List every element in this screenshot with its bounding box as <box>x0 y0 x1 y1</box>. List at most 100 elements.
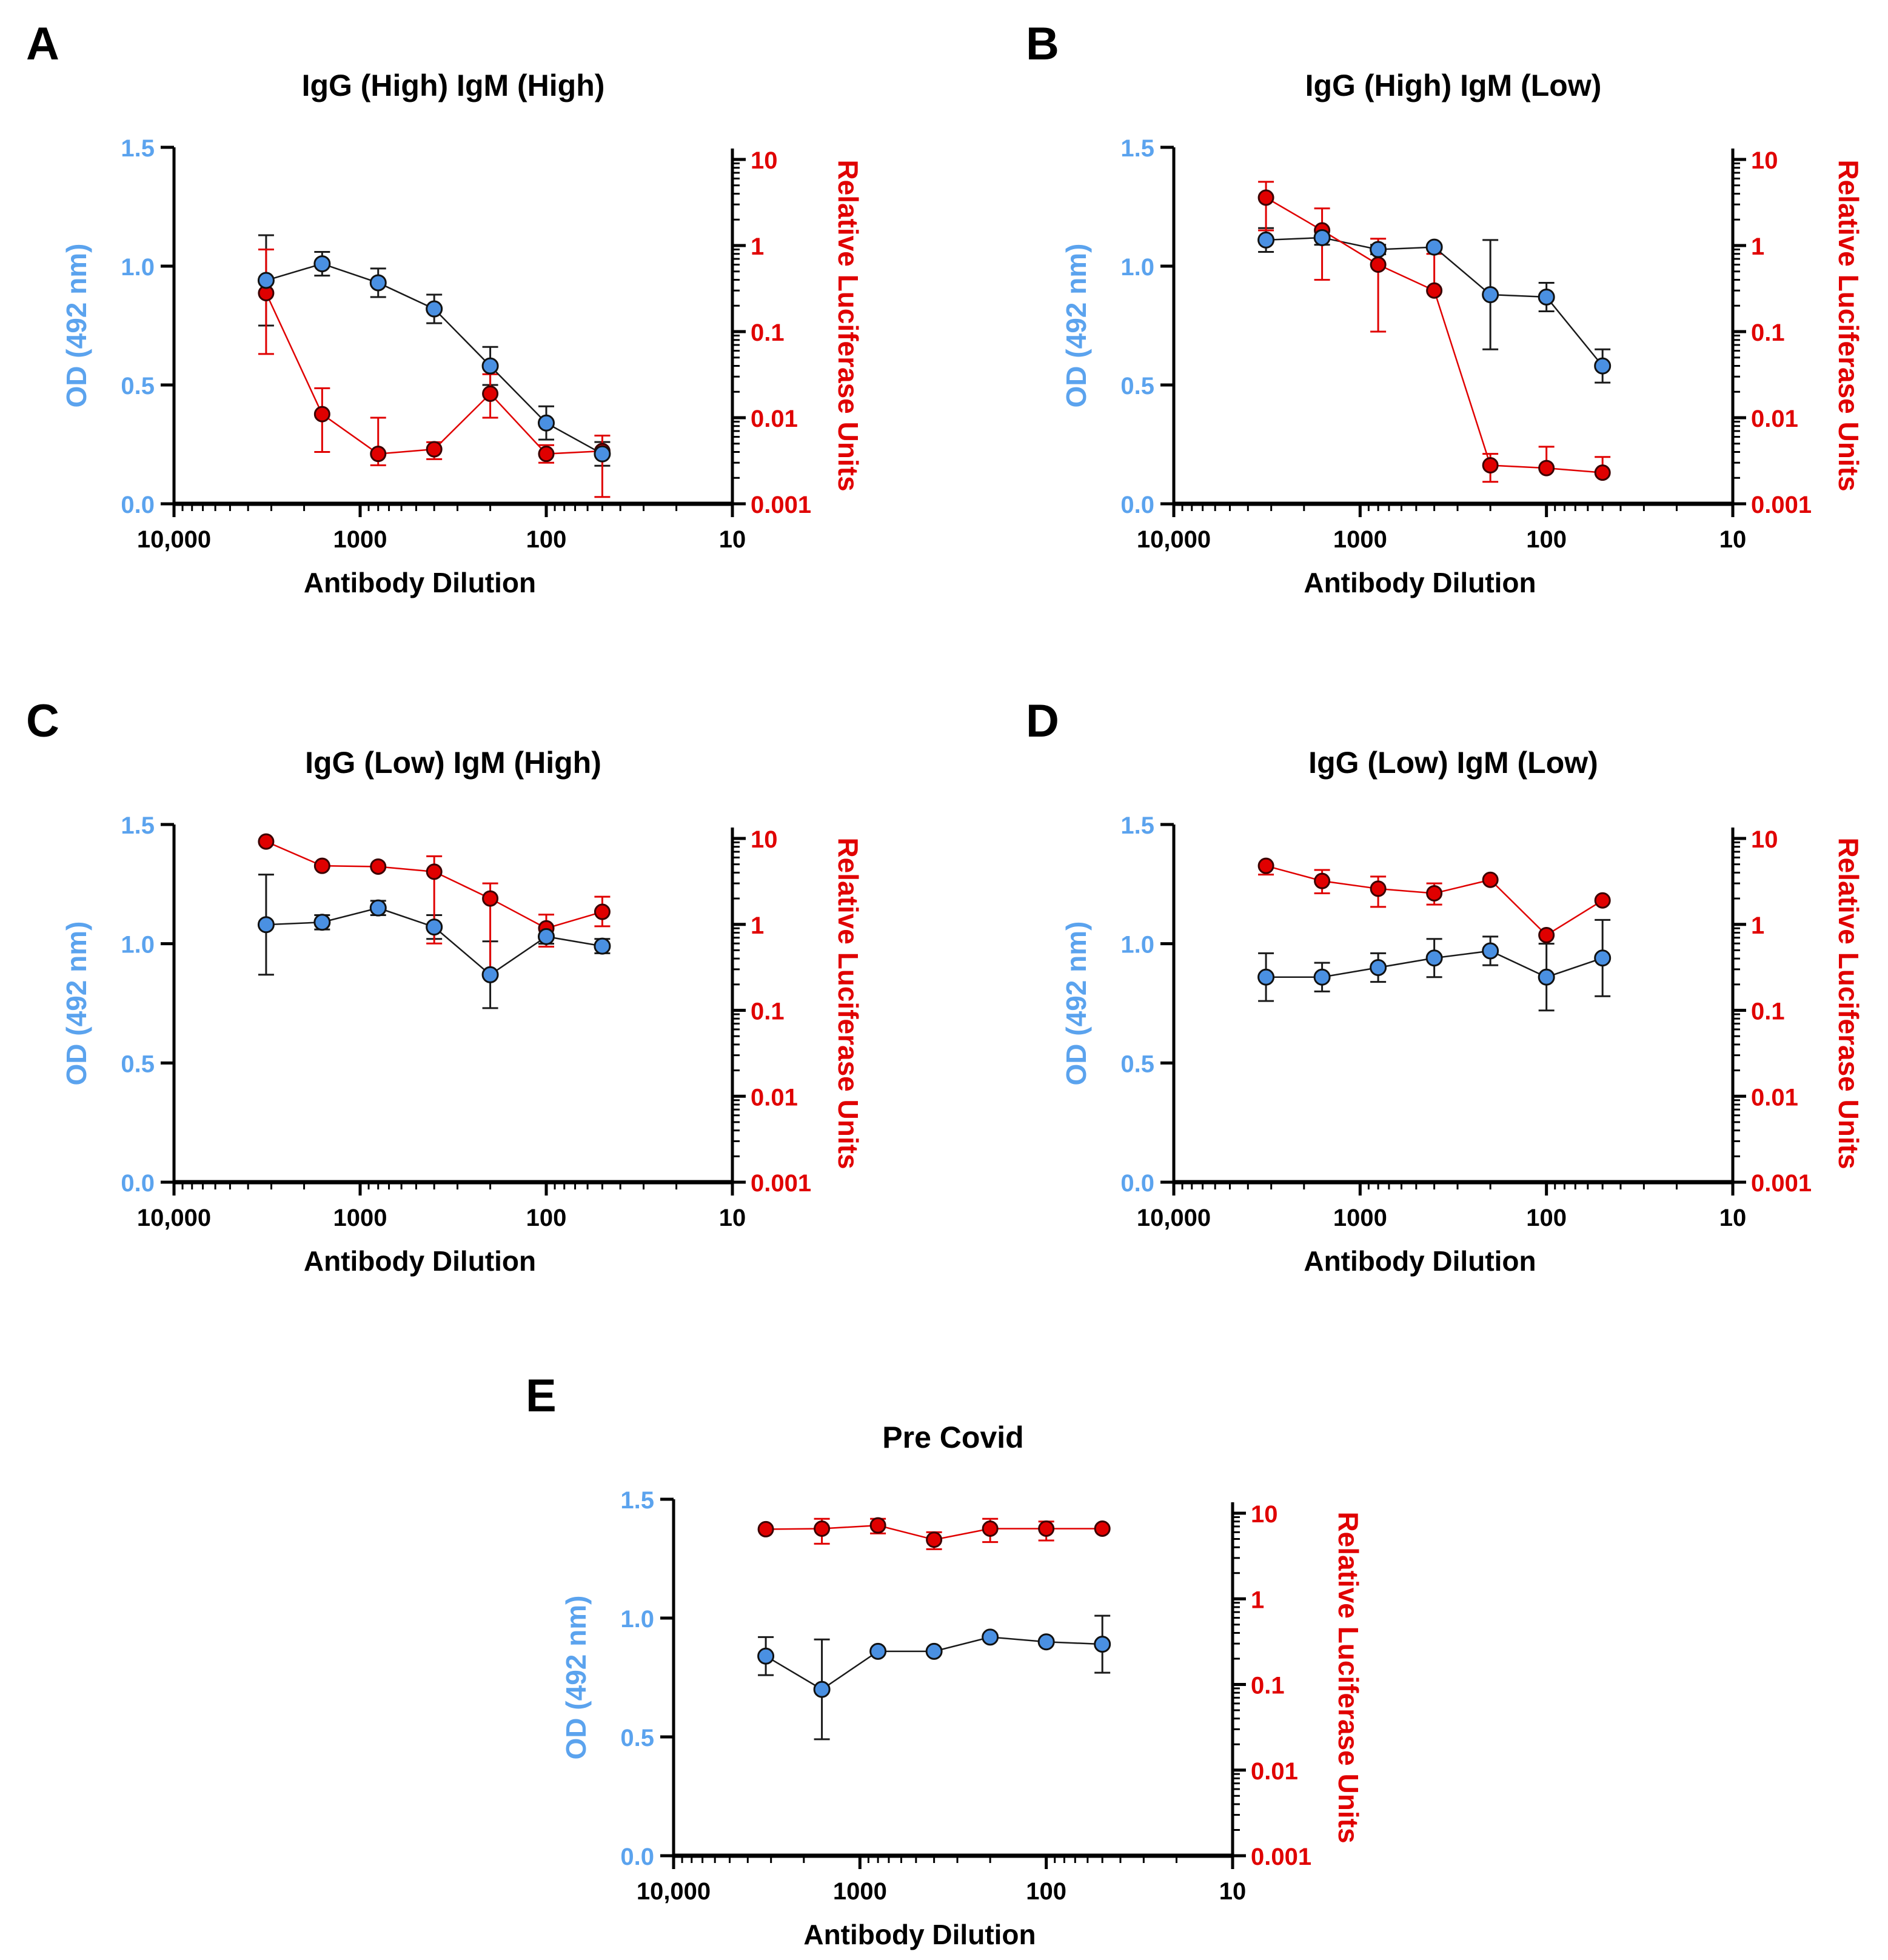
od-point <box>1094 1636 1111 1653</box>
y2-tick-label: 10 <box>1751 147 1778 174</box>
x-tick-label: 10,000 <box>137 1205 211 1231</box>
od-point <box>369 274 387 292</box>
x-tick-label: 10 <box>1719 526 1747 553</box>
od-point <box>1313 968 1331 986</box>
od-point <box>1370 241 1387 258</box>
y2-axis-label: Relative Luciferase Units <box>1833 159 1864 491</box>
od-point <box>594 445 611 463</box>
luciferase-point <box>1594 464 1611 481</box>
luciferase-point <box>814 1520 831 1537</box>
y-tick-label: 1.5 <box>1120 812 1154 839</box>
od-point <box>257 916 275 934</box>
y2-tick-label: 0.01 <box>1251 1758 1298 1785</box>
y2-tick-label: 0.1 <box>751 319 785 346</box>
luciferase-point <box>1482 457 1499 474</box>
chart-title: IgG (High) IgM (Low) <box>1305 69 1602 102</box>
y-axis-label: OD (492 nm) <box>1060 244 1092 408</box>
chart-title: IgG (Low) IgM (Low) <box>1308 746 1598 780</box>
od-point <box>257 272 275 289</box>
panel-letter: D <box>1026 695 1059 747</box>
y-tick-label: 0.5 <box>121 373 155 400</box>
x-tick-label: 1000 <box>1333 526 1387 553</box>
y2-tick-label: 0.01 <box>751 1084 798 1111</box>
od-point <box>1257 968 1275 986</box>
x-tick-label: 10,000 <box>637 1878 711 1905</box>
x-tick-label: 10,000 <box>1137 526 1211 553</box>
panel-d: D IgG (Low) IgM (Low) 0.0 0.5 1.0 1.5 0.001 0.0… <box>1026 695 1864 1277</box>
y2-tick-label: 0.001 <box>1251 1844 1311 1870</box>
y2-tick-label: 0.01 <box>1751 1084 1798 1111</box>
y2-tick-label: 1 <box>751 912 764 939</box>
y2-tick-label: 10 <box>751 147 778 174</box>
od-point <box>426 918 443 936</box>
luciferase-point <box>370 446 387 463</box>
panel-a: A IgG (High) IgM (High) 0.0 0.5 1.0 1.5 0.001 0… <box>26 18 864 598</box>
x-axis-label: Antibody Dilution <box>304 567 536 598</box>
y2-tick-label: 0.1 <box>1251 1673 1285 1699</box>
luciferase-point <box>1370 256 1387 273</box>
x-tick-label: 10 <box>1719 1205 1747 1231</box>
y-tick-label: 1.5 <box>1120 135 1154 162</box>
chart-title: Pre Covid <box>882 1420 1023 1454</box>
od-point <box>1538 288 1555 306</box>
od-point <box>1037 1633 1055 1651</box>
x-axis-label: Antibody Dilution <box>803 1919 1036 1950</box>
y-tick-label: 1.0 <box>121 932 155 958</box>
od-point <box>1594 949 1612 967</box>
luciferase-point <box>1426 885 1443 901</box>
od-point <box>538 928 555 945</box>
od-point <box>1482 942 1499 960</box>
y2-tick-label: 0.001 <box>1751 1170 1812 1197</box>
luciferase-point <box>482 890 499 907</box>
y2-tick-label: 10 <box>1751 826 1778 853</box>
luciferase-point <box>1538 460 1555 477</box>
y-tick-label: 1.5 <box>121 812 155 839</box>
y-tick-label: 1.0 <box>1120 932 1154 958</box>
panel-c: C IgG (Low) IgM (High) 0.0 0.5 1.0 1.5 0.001 0.… <box>26 695 864 1277</box>
y2-tick-label: 1 <box>1251 1587 1264 1613</box>
od-point <box>538 414 555 432</box>
od-point <box>1482 286 1499 304</box>
od-point <box>1257 231 1275 249</box>
luciferase-point <box>1482 871 1499 888</box>
od-point <box>481 966 499 983</box>
od-point <box>869 1642 887 1660</box>
luciferase-point <box>869 1517 886 1534</box>
x-tick-label: 1000 <box>833 1878 887 1905</box>
x-tick-label: 100 <box>1026 1878 1066 1905</box>
luciferase-point <box>1257 189 1274 206</box>
y2-tick-label: 0.1 <box>1751 998 1785 1025</box>
luciferase-point <box>1426 282 1443 299</box>
luciferase-error-bar <box>1258 181 1274 232</box>
od-point <box>813 1681 831 1698</box>
panel-letter: E <box>526 1370 557 1422</box>
y-tick-label: 1.0 <box>620 1606 654 1633</box>
y2-axis-label: Relative Luciferase Units <box>832 159 864 491</box>
x-tick-label: 1000 <box>333 1205 387 1231</box>
x-tick-label: 1000 <box>1333 1205 1387 1231</box>
chart-title: IgG (Low) IgM (High) <box>305 746 601 780</box>
y-tick-label: 0.0 <box>1120 492 1154 518</box>
od-point <box>1425 949 1443 967</box>
y-tick-label: 0.5 <box>620 1725 654 1751</box>
panel-b: B IgG (High) IgM (Low) 0.0 0.5 1.0 1.5 0.001 0.… <box>1026 18 1864 598</box>
y2-tick-label: 0.001 <box>1751 492 1812 518</box>
y-tick-label: 0.5 <box>121 1051 155 1077</box>
x-tick-label: 1000 <box>333 526 387 553</box>
x-tick-label: 100 <box>1526 1205 1567 1231</box>
od-point <box>481 357 499 375</box>
panel-letter: A <box>26 18 59 70</box>
od-point <box>1313 229 1331 246</box>
y-axis-label: OD (492 nm) <box>61 244 92 408</box>
luciferase-point <box>538 446 555 463</box>
luciferase-point <box>982 1520 999 1537</box>
luciferase-point <box>1370 880 1387 897</box>
y-tick-label: 1.0 <box>121 254 155 281</box>
luciferase-point <box>1094 1520 1111 1537</box>
od-point <box>426 300 443 318</box>
y2-axis-label: Relative Luciferase Units <box>832 837 864 1169</box>
luciferase-error-bar <box>258 248 274 355</box>
y-axis-label: OD (492 nm) <box>1060 921 1092 1086</box>
y-tick-label: 0.0 <box>1120 1170 1154 1197</box>
